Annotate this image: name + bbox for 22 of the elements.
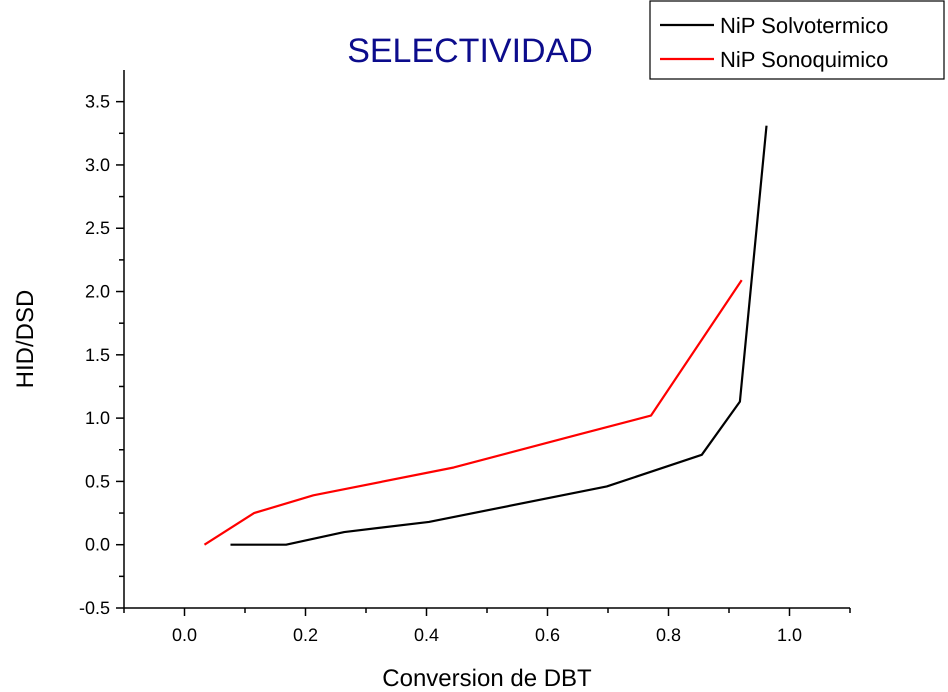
line-series	[203, 279, 743, 546]
line-series	[229, 124, 768, 546]
y-tick-label: 3.0	[84, 154, 110, 175]
chart-title: SELECTIVIDAD	[347, 32, 593, 70]
x-tick-label: 0.0	[172, 625, 198, 645]
y-tick-label: 2.5	[84, 218, 110, 238]
x-tick-label: 0.8	[656, 625, 682, 645]
x-tick-label: 0.2	[292, 625, 318, 645]
x-tick-label: 1.0	[776, 625, 802, 645]
x-tick-label: 0.6	[534, 625, 560, 645]
y-tick-label: 0.5	[84, 471, 110, 492]
y-tick-label: 2.0	[84, 282, 110, 302]
y-tick-label: -0.5	[78, 598, 110, 618]
y-tick-label: 0.0	[84, 534, 110, 555]
y-tick-label: 3.5	[84, 92, 110, 112]
y-tick-label: 1.5	[84, 344, 110, 365]
x-tick-label: 0.4	[414, 625, 440, 645]
y-tick-label: 1.0	[84, 408, 110, 428]
legend-label: NiP Sonoquimico	[720, 47, 888, 72]
y-axis-title: HID/DSD	[12, 290, 39, 388]
legend-label: NiP Solvotermico	[720, 13, 888, 38]
x-axis-title: Conversion de DBT	[382, 665, 592, 692]
